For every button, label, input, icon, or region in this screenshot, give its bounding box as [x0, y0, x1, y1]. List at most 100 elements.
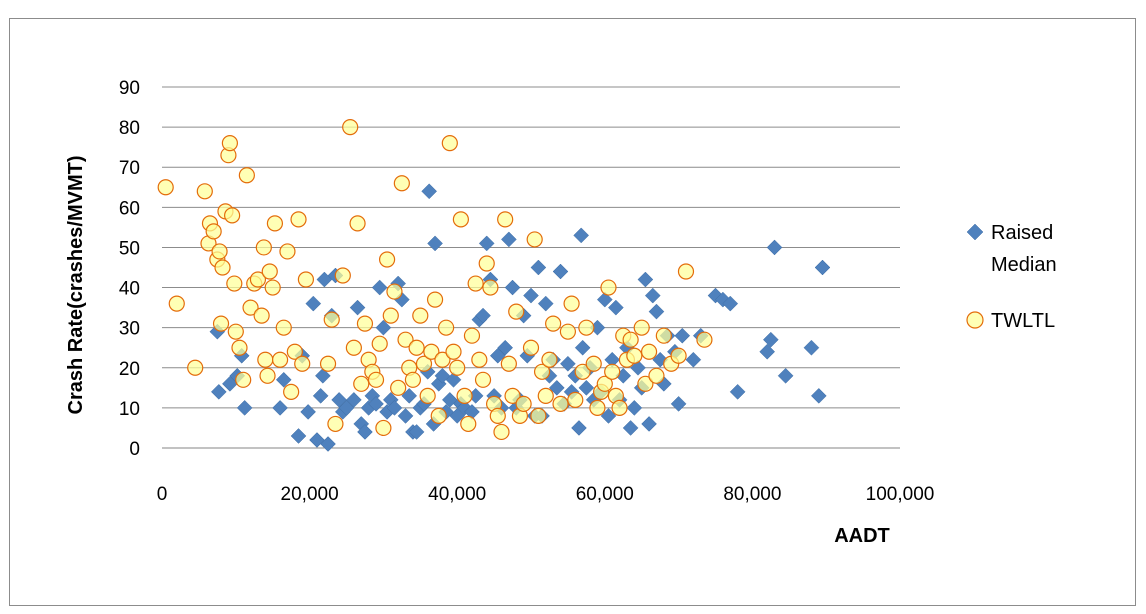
raised-median-point [449, 408, 466, 424]
raised-median-point [445, 371, 462, 388]
twltl-point [504, 387, 521, 404]
raised-median-point [759, 343, 776, 360]
raised-median-point [523, 287, 539, 304]
x-axis-title: AADT [834, 525, 890, 547]
twltl-point [541, 351, 558, 368]
twltl-point [323, 311, 340, 328]
twltl-point [375, 419, 392, 437]
twltl-point [585, 355, 602, 372]
twltl-point [545, 315, 562, 332]
twltl-point [552, 395, 569, 412]
twltl-point [478, 255, 495, 272]
raised-median-point [530, 259, 547, 276]
twltl-point [526, 231, 543, 248]
raised-median-point [489, 347, 506, 364]
twltl-point [500, 355, 517, 372]
raised-median-point [552, 263, 569, 280]
raised-median-point [312, 388, 329, 404]
twltl-point [319, 355, 337, 372]
x-tick-label: 80,000 [723, 484, 781, 505]
twltl-point [474, 371, 492, 388]
twltl-point [226, 275, 243, 292]
twltl-point [264, 279, 281, 296]
twltl-point [356, 315, 374, 332]
raised-median-point [766, 239, 783, 256]
twltl-point [382, 307, 399, 324]
raised-median-point [401, 388, 418, 404]
x-tick-label: 0 [157, 484, 168, 505]
twltl-point [227, 323, 244, 340]
raised-median-point [210, 383, 227, 400]
y-tick-label: 80 [119, 118, 140, 139]
raised-median-point [346, 392, 362, 408]
twltl-point [412, 307, 429, 324]
twltl-point [415, 355, 433, 372]
raised-median-point [560, 355, 576, 372]
twltl-point [211, 243, 228, 260]
twltl-point [677, 263, 695, 280]
twltl-point [637, 375, 654, 392]
y-axis-title: Crash Rate(crashes/MVMT) [65, 156, 87, 415]
twltl-point [456, 387, 473, 404]
twltl-point [648, 367, 665, 384]
twltl-point [578, 319, 595, 336]
twltl-point [393, 175, 410, 192]
legend-marker-raised-median [966, 223, 984, 241]
twltl-point [205, 223, 222, 240]
raised-median-point [571, 420, 587, 436]
raised-median-point [349, 299, 366, 316]
raised-median-point [222, 375, 238, 392]
raised-median-point [300, 404, 316, 420]
raised-median-point [644, 287, 661, 304]
twltl-point [530, 407, 547, 425]
raised-median-point [648, 303, 665, 320]
twltl-point [353, 375, 370, 392]
raised-median-point [596, 291, 613, 308]
y-tick-label: 30 [119, 319, 140, 340]
raised-median-point [674, 327, 691, 344]
twltl-point [633, 319, 650, 336]
raised-median-point [338, 400, 355, 416]
twltl-point [589, 399, 606, 416]
y-tick-label: 40 [119, 279, 140, 300]
raised-median-point [497, 339, 514, 356]
y-axis-tick-labels: 0 10 20 30 40 50 60 70 80 90 [119, 78, 140, 460]
y-tick-label: 10 [119, 399, 140, 420]
legend-label-raised-median: Raised [991, 222, 1053, 244]
raised-median-point [814, 259, 831, 276]
twltl-point [559, 323, 577, 340]
raised-median-point [368, 396, 384, 412]
twltl-point [515, 395, 532, 412]
twltl-point [445, 343, 462, 360]
raised-median-point [305, 295, 322, 312]
twltl-point [423, 343, 440, 360]
raised-median-point [637, 271, 654, 288]
raised-median-point [600, 408, 617, 424]
twltl-point [221, 135, 238, 152]
twltl-point [378, 251, 396, 268]
twltl-point [386, 283, 403, 300]
twltl-point [426, 291, 444, 308]
twltl-point [596, 375, 613, 392]
x-tick-label: 20,000 [281, 484, 339, 505]
raised-median-point [722, 295, 739, 312]
twltl-point [294, 355, 311, 372]
x-tick-label: 100,000 [866, 484, 935, 505]
twltl-point [452, 211, 469, 228]
twltl-point [600, 279, 617, 296]
twltl-point [404, 371, 422, 388]
twltl-point [266, 215, 284, 232]
twltl-point [349, 215, 366, 232]
raised-median-point [810, 388, 827, 404]
twltl-point [224, 207, 241, 224]
raised-median-point [475, 307, 491, 324]
twltl-point [430, 407, 447, 425]
twltl-point [522, 339, 540, 356]
twltl-point [257, 351, 274, 368]
twltl-point [622, 331, 639, 348]
raised-median-point [630, 359, 646, 376]
twltl-point [611, 399, 628, 416]
twltl-point [467, 275, 484, 292]
raised-median-point [357, 424, 373, 440]
